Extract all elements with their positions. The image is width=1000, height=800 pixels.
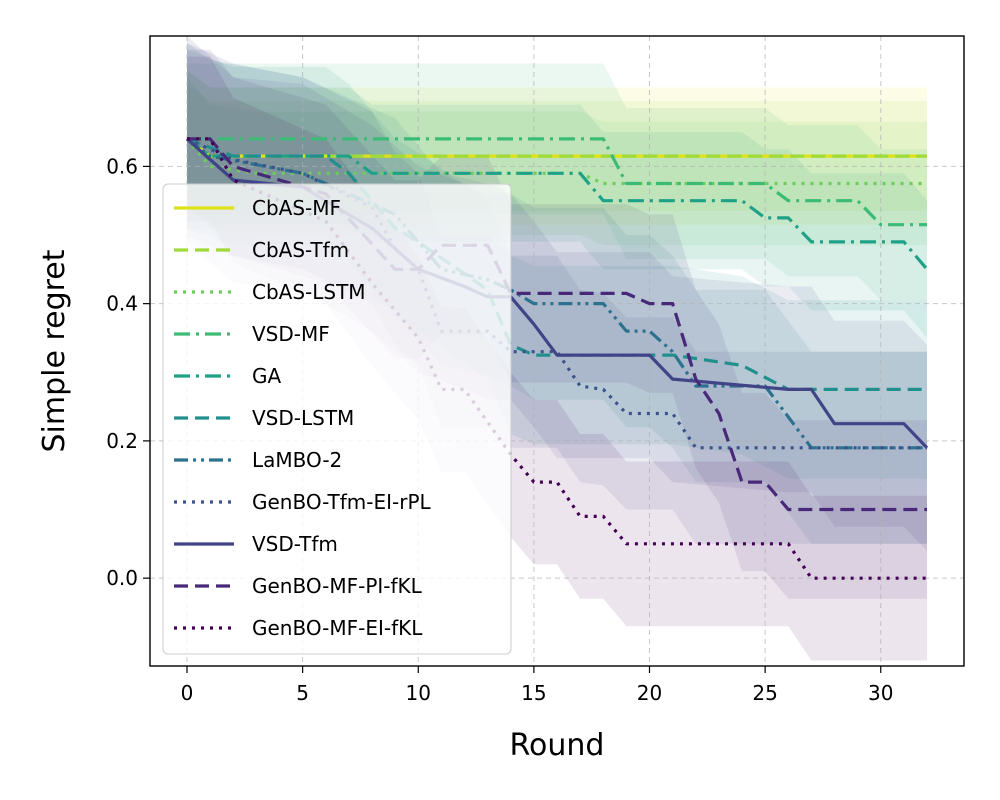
legend-label-vsd-mf: VSD-MF xyxy=(252,322,330,346)
x-tick-label: 10 xyxy=(406,681,431,705)
x-tick-label: 0 xyxy=(181,681,194,705)
line-ga xyxy=(186,137,929,271)
plot-frame xyxy=(149,35,965,667)
y-tick-label: 0.0 xyxy=(106,566,138,590)
x-tick-label: 30 xyxy=(868,681,893,705)
y-axis-label: Simple regret xyxy=(37,249,72,452)
band-genbo-tfm-ei-rpl xyxy=(187,42,927,544)
legend-label-vsd-tfm: VSD-Tfm xyxy=(252,532,338,556)
x-tick-label: 15 xyxy=(521,681,546,705)
y-tick-label: 0.4 xyxy=(106,292,138,316)
legend-box xyxy=(162,183,512,655)
legend-label-genbo-tfm-ei-rpl: GenBO-Tfm-EI-rPL xyxy=(252,490,432,514)
line-cbas-lstm xyxy=(185,137,927,186)
x-tick-label: 5 xyxy=(296,681,309,705)
band-cbas-tfm xyxy=(187,84,927,211)
legend-label-lambo-2: LaMBO-2 xyxy=(252,448,342,472)
legend: CbAS-MF CbAS-Tfm CbAS-LSTM VSD-MF GA VSD-LSTM… xyxy=(162,183,512,655)
legend-label-genbo-mf-ei-fkl: GenBO-MF-EI-fKL xyxy=(252,616,423,640)
line-vsd-lstm xyxy=(186,137,927,391)
line-lambo-2 xyxy=(186,137,927,450)
x-tick-label: 20 xyxy=(637,681,662,705)
legend-label-ga: GA xyxy=(252,364,281,388)
band-vsd-mf xyxy=(187,63,927,301)
legend-label-cbas-mf: CbAS-MF xyxy=(252,196,341,220)
x-tick-label: 25 xyxy=(752,681,777,705)
line-genbo-mf-ei-fkl xyxy=(187,137,927,580)
y-tick-label: 0.2 xyxy=(106,429,138,453)
band-lambo-2 xyxy=(187,42,927,544)
y-tick-label: 0.6 xyxy=(106,154,138,178)
axis-ticks: 0 5 10 15 20 25 30 0.0 0.2 0.4 0.6 xyxy=(106,154,893,705)
x-axis-label: Round xyxy=(510,728,605,763)
band-vsd-tfm xyxy=(187,36,927,551)
line-genbo-tfm-ei-rpl xyxy=(186,137,927,450)
legend-label-cbas-tfm: CbAS-Tfm xyxy=(252,238,349,262)
legend-label-cbas-lstm: CbAS-LSTM xyxy=(252,280,366,304)
band-ga xyxy=(187,70,927,339)
legend-label-genbo-mf-pi-fkl: GenBO-MF-PI-fKL xyxy=(252,574,423,598)
legend-label-vsd-lstm: VSD-LSTM xyxy=(252,406,354,430)
